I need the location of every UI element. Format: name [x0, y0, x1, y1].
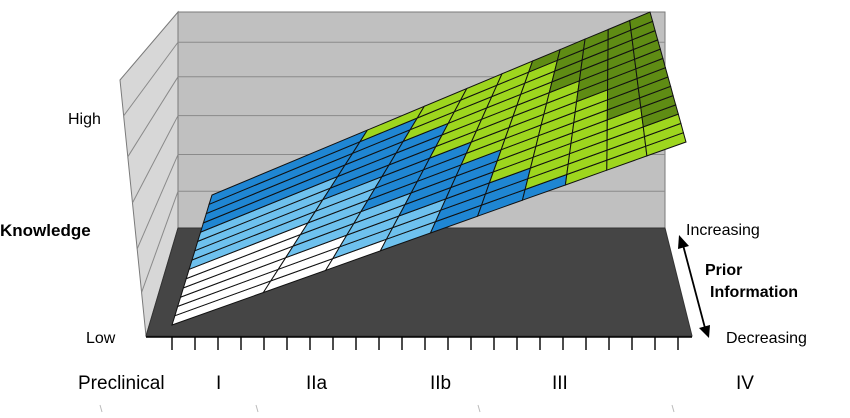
x-axis-categories: Preclinical I IIa IIb III IV: [78, 373, 754, 394]
x-category-iia: IIa: [306, 373, 328, 394]
y-axis-label-word1: Prior: [705, 262, 742, 279]
x-category-iii: III: [552, 373, 568, 394]
surface-mesh: [171, 11, 687, 326]
left-gridline: [123, 41, 179, 117]
bottom-marks: [99, 404, 675, 413]
z-tick-high: High: [68, 111, 101, 128]
x-category-iib: IIb: [430, 373, 451, 394]
z-axis-label: Knowledge: [0, 221, 91, 240]
z-tick-low: Low: [86, 330, 116, 347]
y-axis-label: Prior Information: [705, 262, 798, 301]
x-category-preclinical: Preclinical: [78, 373, 165, 394]
left-gridline: [132, 115, 179, 204]
double-arrow-icon: [678, 235, 710, 338]
left-gridline: [141, 191, 179, 293]
y-tick-increasing: Increasing: [686, 222, 760, 239]
x-axis-ticks: [171, 337, 679, 350]
y-axis-label-word2: Information: [710, 284, 798, 301]
x-category-iv: IV: [736, 373, 754, 394]
surface-cell: [629, 11, 654, 31]
left-gridline: [127, 76, 179, 158]
left-gridline: [136, 154, 179, 250]
x-category-i: I: [216, 373, 221, 394]
y-tick-decreasing: Decreasing: [726, 330, 807, 347]
